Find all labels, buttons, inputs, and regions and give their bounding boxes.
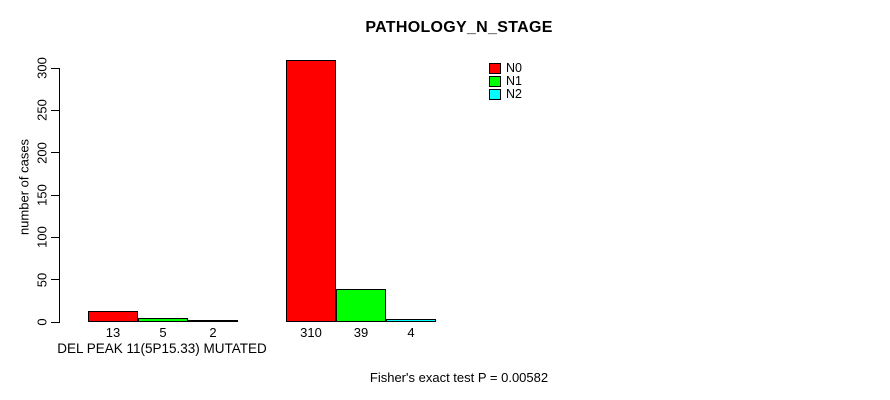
y-axis-tick <box>51 321 59 323</box>
bar-N0-group1 <box>88 311 138 322</box>
bar-N0-group2 <box>286 60 336 322</box>
bar-N1-group1 <box>138 318 188 322</box>
y-axis-tick-label: 50 <box>34 272 50 287</box>
legend-swatch-N2 <box>489 88 501 100</box>
y-axis-tick-label: 200 <box>34 141 50 164</box>
y-axis-tick-label: 0 <box>34 318 50 326</box>
bar-value-label: 5 <box>159 325 167 340</box>
y-axis-tick-label: 100 <box>34 226 50 249</box>
legend-swatch-N0 <box>489 62 501 74</box>
bar-value-label: 39 <box>353 325 369 340</box>
y-axis-tick-label: 150 <box>34 184 50 206</box>
legend-item: N0 <box>489 62 522 74</box>
legend: N0 N1 N2 <box>489 62 522 101</box>
legend-item: N2 <box>489 88 522 100</box>
y-axis-tick <box>51 236 59 238</box>
y-axis-tick <box>51 109 59 111</box>
legend-label: N1 <box>506 74 522 88</box>
x-axis-group-label: DEL PEAK 11(5P15.33) MUTATED <box>57 341 267 356</box>
legend-item: N1 <box>489 75 522 87</box>
bar-N2-group2 <box>386 319 436 322</box>
bar-value-label: 310 <box>300 325 322 340</box>
legend-swatch-N1 <box>489 75 501 87</box>
y-axis-line <box>59 68 60 323</box>
bar-N1-group2 <box>336 289 386 322</box>
y-axis-label: number of cases <box>16 138 32 236</box>
y-axis-tick <box>51 194 59 196</box>
bar-N2-group1 <box>188 320 238 322</box>
legend-label: N0 <box>506 61 522 75</box>
y-axis-tick-label: 250 <box>34 99 50 122</box>
y-axis-tick <box>51 67 59 69</box>
legend-label: N2 <box>506 87 522 101</box>
fisher-test-annotation: Fisher's exact test P = 0.00582 <box>369 370 549 385</box>
bar-value-label: 13 <box>105 325 121 340</box>
y-axis-tick <box>51 152 59 154</box>
chart-title: PATHOLOGY_N_STAGE <box>365 19 553 36</box>
bar-value-label: 2 <box>209 325 217 340</box>
bar-value-label: 4 <box>407 325 415 340</box>
y-axis-tick-label: 300 <box>34 57 50 79</box>
y-axis-tick <box>51 279 59 281</box>
